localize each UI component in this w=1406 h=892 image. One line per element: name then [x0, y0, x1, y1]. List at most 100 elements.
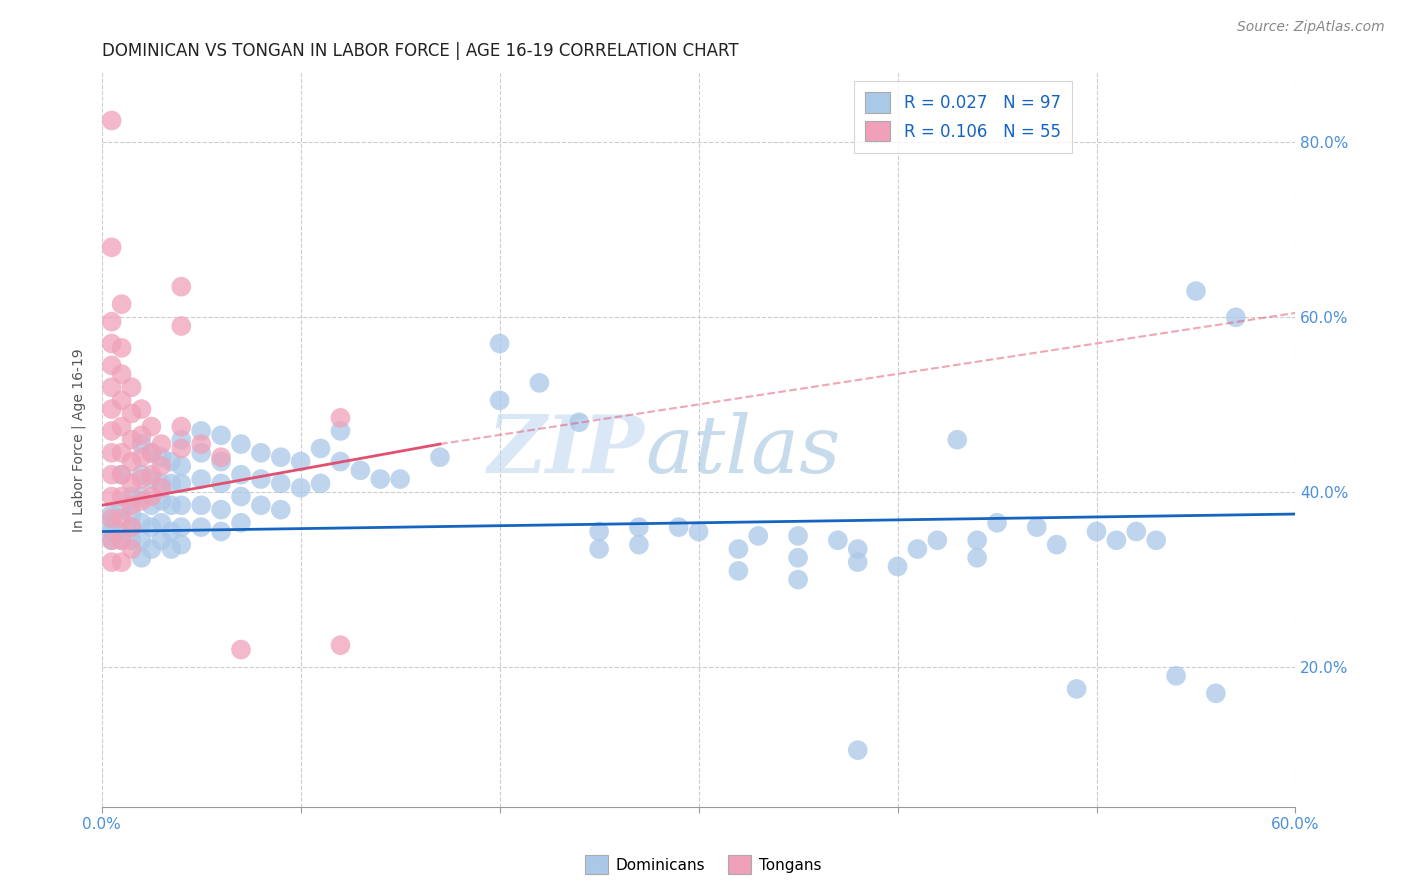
Point: [250, 498, 273, 512]
Point: [1185, 284, 1208, 298]
Point: [488, 393, 510, 408]
Point: [290, 481, 312, 495]
Text: DOMINICAN VS TONGAN IN LABOR FORCE | AGE 16-19 CORRELATION CHART: DOMINICAN VS TONGAN IN LABOR FORCE | AGE…: [101, 42, 738, 60]
Point: [1105, 533, 1128, 548]
Point: [389, 472, 412, 486]
Point: [946, 433, 969, 447]
Point: [100, 402, 122, 417]
Point: [190, 446, 212, 460]
Point: [100, 533, 122, 548]
Point: [1066, 681, 1088, 696]
Point: [100, 240, 122, 254]
Point: [150, 516, 173, 530]
Point: [121, 498, 143, 512]
Point: [100, 555, 122, 569]
Point: [170, 538, 193, 552]
Point: [270, 476, 292, 491]
Point: [100, 113, 122, 128]
Point: [349, 463, 371, 477]
Point: [110, 341, 132, 355]
Point: [150, 458, 173, 473]
Point: [290, 454, 312, 468]
Point: [846, 555, 869, 569]
Point: [121, 541, 143, 556]
Point: [846, 743, 869, 757]
Point: [131, 402, 153, 417]
Point: [160, 524, 183, 539]
Point: [270, 450, 292, 465]
Point: [150, 450, 173, 465]
Point: [229, 490, 252, 504]
Point: [170, 476, 193, 491]
Point: [170, 458, 193, 473]
Point: [190, 472, 212, 486]
Legend: Dominicans, Tongans: Dominicans, Tongans: [579, 849, 827, 880]
Point: [131, 494, 153, 508]
Point: [100, 490, 122, 504]
Point: [209, 476, 232, 491]
Point: [588, 524, 610, 539]
Point: [110, 533, 132, 548]
Point: [121, 520, 143, 534]
Point: [100, 524, 122, 539]
Point: [160, 498, 183, 512]
Point: [250, 472, 273, 486]
Point: [100, 336, 122, 351]
Point: [160, 541, 183, 556]
Point: [100, 467, 122, 482]
Point: [190, 424, 212, 438]
Point: [927, 533, 949, 548]
Point: [150, 476, 173, 491]
Point: [131, 437, 153, 451]
Point: [131, 450, 153, 465]
Point: [1205, 686, 1227, 700]
Point: [141, 490, 163, 504]
Point: [727, 564, 749, 578]
Point: [170, 442, 193, 456]
Point: [787, 550, 810, 565]
Point: [668, 520, 690, 534]
Point: [150, 533, 173, 548]
Point: [368, 472, 391, 486]
Point: [250, 446, 273, 460]
Point: [110, 511, 132, 525]
Y-axis label: In Labor Force | Age 16-19: In Labor Force | Age 16-19: [72, 348, 86, 532]
Point: [1225, 310, 1247, 325]
Point: [229, 642, 252, 657]
Point: [141, 541, 163, 556]
Point: [121, 507, 143, 521]
Point: [110, 533, 132, 548]
Text: atlas: atlas: [645, 412, 841, 490]
Point: [727, 541, 749, 556]
Point: [190, 520, 212, 534]
Point: [588, 541, 610, 556]
Point: [110, 367, 132, 381]
Point: [100, 359, 122, 373]
Point: [329, 454, 352, 468]
Point: [329, 424, 352, 438]
Point: [150, 494, 173, 508]
Point: [190, 498, 212, 512]
Point: [627, 538, 650, 552]
Point: [209, 428, 232, 442]
Point: [846, 541, 869, 556]
Point: [100, 516, 122, 530]
Point: [170, 498, 193, 512]
Point: [100, 380, 122, 394]
Point: [229, 516, 252, 530]
Point: [966, 550, 988, 565]
Point: [1144, 533, 1167, 548]
Point: [170, 318, 193, 333]
Point: [100, 446, 122, 460]
Point: [121, 533, 143, 548]
Point: [309, 476, 332, 491]
Point: [907, 541, 929, 556]
Point: [141, 472, 163, 486]
Point: [100, 424, 122, 438]
Point: [141, 446, 163, 460]
Point: [209, 524, 232, 539]
Point: [688, 524, 710, 539]
Point: [827, 533, 849, 548]
Point: [209, 454, 232, 468]
Point: [131, 490, 153, 504]
